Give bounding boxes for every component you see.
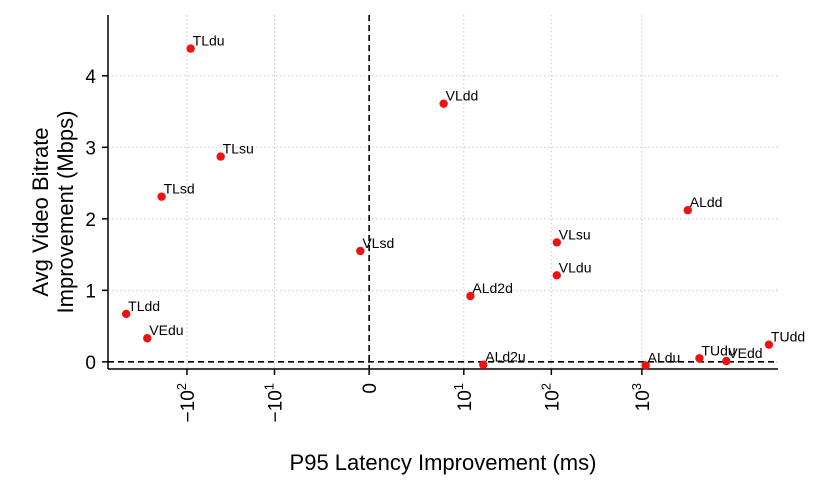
point-label-vldu: VLdu <box>559 259 592 275</box>
y-tick-label: 1 <box>85 281 96 302</box>
point-labels-layer: TLdu VLdd TLsu TLsd ALdd VLsu VLsd VLdu ALd2d TLd… <box>128 33 805 366</box>
x-tick-label: 102 <box>538 383 563 411</box>
point-label-vldd: VLdd <box>446 88 479 104</box>
y-axis-title-line2: Improvement (Mbps) <box>53 111 78 314</box>
reference-lines <box>108 15 778 369</box>
x-tick-label: 0 <box>360 383 381 394</box>
x-tick-label: 103 <box>629 383 654 411</box>
point-label-vedd: VEdd <box>728 345 762 361</box>
point-label-vedu: VEdu <box>149 322 183 338</box>
x-tick-label: −101 <box>261 383 286 422</box>
data-point-tlsu <box>216 152 225 161</box>
data-point-tudu <box>695 354 704 363</box>
point-label-vlsd: VLsd <box>362 235 394 251</box>
point-label-vlsu: VLsu <box>559 226 591 242</box>
data-point-vlsu <box>552 238 562 247</box>
point-label-ald2d: ALd2d <box>472 280 512 296</box>
data-point-vldu <box>552 271 562 280</box>
data-point-aldu <box>641 361 650 370</box>
data-point-tlsd <box>157 192 166 201</box>
data-point-vedd <box>722 356 731 366</box>
data-point-vlsd <box>356 246 365 256</box>
y-tick-label: 4 <box>85 67 96 88</box>
x-axis-title: P95 Latency Improvement (ms) <box>290 450 597 475</box>
point-label-tudd: TUdd <box>771 329 805 345</box>
y-tick-label: 3 <box>85 138 96 159</box>
point-label-tlsd: TLsd <box>164 181 195 197</box>
data-point-aldd <box>683 206 692 215</box>
data-point-tldu <box>186 44 195 53</box>
point-label-aldu: ALdu <box>648 349 681 365</box>
point-label-tldu: TLdu <box>193 33 225 49</box>
point-label-tldd: TLdd <box>128 298 160 314</box>
grid-layer <box>108 15 778 369</box>
points-layer <box>121 44 774 370</box>
data-point-vedu <box>143 334 152 343</box>
point-label-aldd: ALdd <box>690 194 723 210</box>
x-tick-label: 101 <box>451 383 476 411</box>
point-label-tudu: TUdu <box>701 342 735 358</box>
data-point-vldd <box>439 99 448 108</box>
data-point-tudd <box>764 340 774 349</box>
y-tick-label: 0 <box>85 353 96 374</box>
x-tick-label: −102 <box>174 383 199 422</box>
y-tick-label: 2 <box>85 210 96 231</box>
point-label-ald2u: ALd2u <box>485 349 525 365</box>
axes-layer: 0 1 2 3 4 −102 −101 0 101 102 103 <box>85 15 778 422</box>
y-axis-title-line1: Avg Video Bitrate <box>28 127 53 296</box>
point-label-tlsu: TLsu <box>223 141 254 157</box>
data-point-ald2d <box>466 291 475 301</box>
data-point-ald2u <box>479 360 488 369</box>
data-point-tldd <box>121 309 131 319</box>
